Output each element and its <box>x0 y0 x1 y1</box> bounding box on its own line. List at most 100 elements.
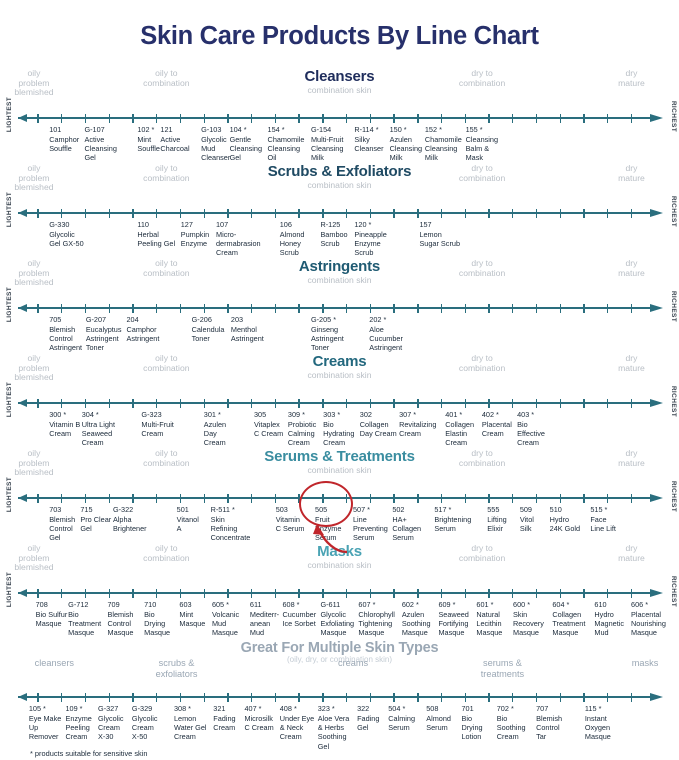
product-entry[interactable]: 606 * Placental Nourishing Masque <box>631 600 666 637</box>
product-entry[interactable]: 403 * Bio Effective Cream <box>517 410 545 447</box>
product-entry[interactable]: 608 * Cucumber Ice Sorbet <box>282 600 316 628</box>
product-entry[interactable]: G-712 Bio Treatment Masque <box>68 600 101 637</box>
product-entry[interactable]: 154 * Chamomile Cleansing Oil <box>268 125 305 162</box>
product-entry[interactable]: 705 Blemish Control Astringent <box>49 315 82 352</box>
product-code: 322 <box>357 704 370 714</box>
product-entry[interactable]: 703 Blemish Control Gel <box>49 505 75 542</box>
product-entry[interactable]: 604 * Collagen Treatment Masque <box>552 600 585 637</box>
product-entry[interactable]: 601 * Natural Lecithin Masque <box>476 600 502 637</box>
product-entry[interactable]: 309 * Probiotic Calming Cream <box>288 410 316 447</box>
product-entry[interactable]: G-330 Glycolic Gel GX-50 <box>49 220 83 248</box>
product-entry[interactable]: 510 Hydro 24K Gold <box>550 505 580 533</box>
product-code: 607 * <box>358 600 376 610</box>
product-entry[interactable]: 709 Blemish Control Masque <box>108 600 134 637</box>
product-entry[interactable]: 300 * Vitamin B Cream <box>49 410 80 438</box>
product-entry[interactable]: 105 * Eye Make Up Remover <box>29 704 61 741</box>
product-entry[interactable]: 710 Bio Drying Masque <box>144 600 170 637</box>
product-entry[interactable]: 109 * Enzyme Peeling Cream <box>65 704 91 741</box>
product-entry[interactable]: 308 * Lemon Water Gel Cream <box>174 704 207 741</box>
product-entry[interactable]: 509 Vitol Silk <box>520 505 534 533</box>
product-entry[interactable]: 115 * Instant Oxygen Masque <box>585 704 611 741</box>
product-entry[interactable]: 402 * Placental Cream <box>482 410 512 438</box>
axis-tick <box>559 398 561 408</box>
product-entry[interactable]: 307 * Revitalizing Cream <box>399 410 436 438</box>
product-entry[interactable]: R-125 Bamboo Scrub <box>320 220 347 248</box>
product-entry[interactable]: 104 * Gentle Cleansing Gel <box>230 125 262 162</box>
product-entry[interactable]: 321 Fading Cream <box>213 704 235 732</box>
product-entry[interactable]: 602 * Azulen Soothing Masque <box>402 600 431 637</box>
product-code: 501 <box>176 505 189 515</box>
product-entry[interactable]: G-322 Alpha Brightener <box>113 505 147 533</box>
product-entry[interactable]: 204 Camphor Astringent <box>127 315 160 343</box>
axis-tick <box>512 493 514 503</box>
product-name: Glycolic Exfoliating Masque <box>320 609 355 638</box>
product-entry[interactable]: 401 * Collagen Elastin Cream <box>445 410 474 447</box>
product-entry[interactable]: G-205 * Ginseng Astringent Toner <box>311 315 344 352</box>
product-entry[interactable]: G-107 Active Cleansing Gel <box>84 125 116 162</box>
product-entry[interactable]: 303 * Bio Hydrating Cream <box>323 410 354 447</box>
product-entry[interactable]: 127 Pumpkin Enzyme <box>181 220 209 248</box>
product-code: 702 * <box>496 704 514 714</box>
product-entry[interactable]: 708 Bio Sulfur Masque <box>36 600 68 628</box>
product-entry[interactable]: 701 Bio Drying Lotion <box>461 704 482 741</box>
product-entry[interactable]: 107 Micro- dermabrasion Cream <box>216 220 261 257</box>
product-entry[interactable]: 503 Vitamin C Serum <box>276 505 305 533</box>
product-entry[interactable]: 301 * Azulen Day Cream <box>204 410 226 447</box>
product-entry[interactable]: 106 Almond Honey Scrub <box>280 220 305 257</box>
product-entry[interactable]: 155 * Cleansing Balm & Mask <box>466 125 498 162</box>
product-entry[interactable]: G-154 Multi-Fruit Cleansing Milk <box>311 125 343 162</box>
product-entry[interactable]: 121 Active Charcoal <box>160 125 189 153</box>
product-entry[interactable]: 515 * Face Line Lift <box>590 505 616 533</box>
product-entry[interactable]: 203 Menthol Astringent <box>231 315 264 343</box>
product-entry[interactable]: 610 Hydro Magnetic Mud <box>594 600 624 637</box>
product-entry[interactable]: 702 * Bio Soothing Cream <box>497 704 526 741</box>
product-entry[interactable]: 715 Pro Clear Gel <box>80 505 111 533</box>
product-entry[interactable]: 707 Blemish Control Tar <box>536 704 562 741</box>
axis-tick <box>607 113 609 123</box>
product-entry[interactable]: 517 * Brightening Serum <box>434 505 471 533</box>
product-entry[interactable]: 110 Herbal Peeling Gel <box>137 220 175 248</box>
multi-subtitle: (oily, dry, or combination skin) <box>286 655 393 665</box>
product-entry[interactable]: 605 * Volcanic Mud Masque <box>212 600 239 637</box>
product-entry[interactable]: 504 * Calming Serum <box>388 704 415 732</box>
product-code: 305 <box>253 410 267 420</box>
product-entry[interactable]: 150 * Azulen Cleansing Milk <box>390 125 422 162</box>
product-entry[interactable]: 507 * Line Preventing Serum <box>353 505 388 542</box>
product-entry[interactable]: 202 * Aloe Cucumber Astringent <box>369 315 403 352</box>
product-entry[interactable]: 603 Mint Masque <box>179 600 205 628</box>
product-entry[interactable]: 505 Fruit Enzyme Serum <box>315 505 341 542</box>
product-entry[interactable]: R-114 * Silky Cleanser <box>354 125 383 153</box>
product-entry[interactable]: 609 * Seaweed Fortifying Masque <box>438 600 468 637</box>
product-entry[interactable]: 304 * Ultra Light Seaweed Cream <box>82 410 115 447</box>
product-entry[interactable]: 302 Collagen Day Cream <box>360 410 397 438</box>
product-entry[interactable]: G-611 Glycolic Exfoliating Masque <box>320 600 354 637</box>
product-entry[interactable]: 611 Mediterr- anean Mud <box>250 600 279 637</box>
product-entry[interactable]: G-329 Glycolic Cream X-50 <box>132 704 158 741</box>
product-code: 127 <box>180 220 193 230</box>
product-entry[interactable]: 157 Lemon Sugar Scrub <box>419 220 460 248</box>
product-entry[interactable]: 555 Lifting Elixir <box>487 505 506 533</box>
axis-tick <box>607 398 609 408</box>
product-entry[interactable]: 323 * Aloe Vera & Herbs Soothing Gel <box>318 704 350 751</box>
product-entry[interactable]: 305 Vitaplex C Cream <box>254 410 283 438</box>
product-entry[interactable]: G-103 Glycolic Mud Cleanser <box>201 125 230 162</box>
product-entry[interactable]: 502 HA+ Collagen Serum <box>392 505 421 542</box>
product-entry[interactable]: R-511 * Skin Refining Concentrate <box>211 505 251 542</box>
product-entry[interactable]: 322 Fading Gel <box>357 704 379 732</box>
product-entry[interactable]: 152 * Chamomile Cleansing Milk <box>425 125 462 162</box>
product-entry[interactable]: 120 * Pineapple Enzyme Scrub <box>354 220 386 257</box>
product-entry[interactable]: G-327 Glycolic Cream X-30 <box>98 704 124 741</box>
axis-arrow-right-icon <box>650 208 663 217</box>
product-entry[interactable]: 508 Almond Serum <box>426 704 451 732</box>
product-entry[interactable]: 102 * Mint Souffle <box>137 125 160 153</box>
product-entry[interactable]: 501 Vitanol A <box>177 505 199 533</box>
product-entry[interactable]: 101 Camphor Souffle <box>49 125 79 153</box>
product-entry[interactable]: G-323 Multi-Fruit Cream <box>141 410 173 438</box>
product-entry[interactable]: 600 * Skin Recovery Masque <box>513 600 544 637</box>
product-entry[interactable]: G-207 Eucalyptus Astringent Toner <box>86 315 122 352</box>
product-entry[interactable]: 607 * Chlorophyll Tightening Masque <box>358 600 395 637</box>
product-entry[interactable]: G-206 Calendula Toner <box>192 315 225 343</box>
axis-tick <box>156 588 158 598</box>
product-entry[interactable]: 407 * Microsilk C Cream <box>244 704 273 732</box>
product-entry[interactable]: 408 * Under Eye & Neck Cream <box>280 704 314 741</box>
